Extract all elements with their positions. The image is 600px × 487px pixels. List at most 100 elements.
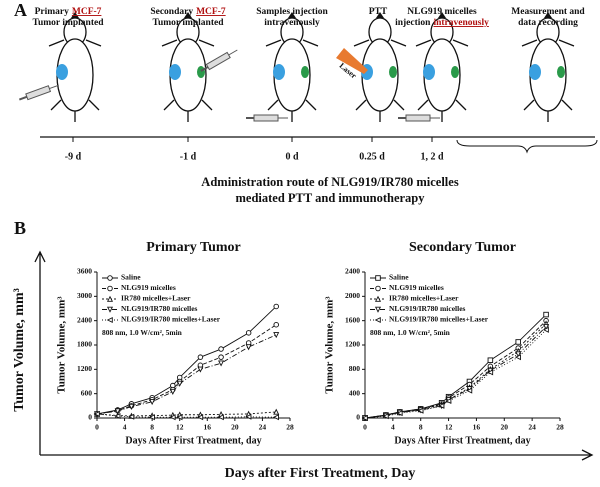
data-point (169, 388, 176, 395)
series-line (364, 329, 547, 419)
legend-label: NLG919 micelles (389, 283, 444, 292)
x-tick-label: 20 (501, 423, 509, 432)
x-tick-label: 8 (419, 423, 423, 432)
step-text: Tumor implanted (32, 18, 104, 28)
brace (456, 139, 598, 154)
y-tick-label: 400 (349, 388, 361, 397)
data-point (272, 414, 279, 421)
step-label: Tumor implanted (152, 18, 224, 28)
series-line (364, 320, 547, 419)
y-axis-label: Tumor Volume, mm³ (324, 296, 336, 394)
legend-label: Saline (121, 273, 141, 282)
series-line (364, 323, 547, 419)
x-arrow (40, 449, 594, 461)
y-tick-label: 1800 (77, 340, 92, 349)
step-label: Samples injection (256, 7, 328, 17)
data-point (273, 332, 280, 339)
step-text: Tumor implanted (152, 18, 224, 28)
day-label: 0.25 d (359, 151, 385, 162)
y-tick-label: 2400 (345, 267, 360, 276)
data-point (176, 380, 183, 387)
data-point (396, 410, 403, 417)
step-text: injection (395, 18, 431, 28)
legend-marker (107, 285, 113, 292)
step-label: Tumor implanted (32, 18, 104, 28)
legend-label: NLG919/IR780 micelles (389, 304, 466, 313)
y-tick-label: 2400 (77, 315, 92, 324)
y-tick-label: 3600 (77, 267, 92, 276)
data-point (273, 321, 279, 328)
x-tick-label: 4 (391, 423, 395, 432)
y-tick-label: 1200 (77, 364, 92, 373)
x-axis-label: Days After First Treatment, day (394, 435, 530, 446)
x-tick-label: 0 (363, 423, 367, 432)
legend-marker (106, 316, 113, 324)
series-line (96, 306, 277, 415)
day-label: -9 d (65, 151, 82, 162)
panel-label: B (14, 218, 26, 238)
legend-marker (374, 316, 381, 324)
x-tick-label: 16 (204, 423, 212, 432)
series-line (96, 324, 277, 415)
y-tick-label: 1200 (345, 340, 360, 349)
series-line (96, 334, 277, 415)
annotation: 808 nm, 1.0 W/cm², 5min (370, 328, 451, 337)
data-point (176, 414, 183, 421)
day-label: 0 d (285, 151, 299, 162)
legend-label: NLG919/IR780 micelles+Laser (121, 315, 221, 324)
legend-label: NLG919/IR780 micelles+Laser (389, 315, 489, 324)
legend-marker (374, 306, 382, 313)
step-label: Secondary MCF-7 (150, 7, 226, 17)
series-line (96, 413, 277, 418)
step-text: MCF-7 (196, 7, 226, 17)
legend-label: NLG919 micelles (121, 283, 176, 292)
x-tick-label: 0 (95, 423, 99, 432)
step-label: Primary MCF-7 (35, 7, 102, 17)
x-tick-label: 12 (176, 423, 184, 432)
step-label: PTT (369, 7, 388, 17)
data-point (445, 397, 452, 404)
x-tick-label: 8 (150, 423, 154, 432)
legend-marker (374, 295, 382, 302)
y-tick-label: 0 (356, 413, 360, 422)
data-point (543, 311, 549, 318)
data-point (218, 346, 224, 352)
data-point (438, 402, 445, 409)
y-arrow (34, 250, 46, 455)
big-xlabel: Days after First Treatment, Day (225, 466, 416, 481)
panel-label: A (14, 0, 27, 20)
x-tick-label: 4 (123, 423, 127, 432)
step-text: NLG919 micelles (407, 7, 477, 17)
x-tick-label: 24 (259, 423, 267, 432)
x-tick-label: 16 (473, 423, 481, 432)
series-line (364, 326, 547, 419)
y-tick-label: 600 (81, 388, 93, 397)
data-point (218, 354, 224, 360)
data-point (543, 324, 550, 331)
y-tick-label: 2000 (345, 291, 360, 300)
data-point (114, 408, 121, 415)
legend-marker (107, 275, 113, 281)
data-point (149, 399, 156, 406)
step-label: NLG919 micelles (407, 7, 477, 17)
data-point (417, 407, 424, 414)
data-point (273, 303, 279, 310)
data-point (197, 414, 204, 421)
data-point (114, 412, 121, 420)
day-label: -1 d (180, 151, 197, 162)
step-text: intravenously (264, 18, 320, 28)
data-point (542, 326, 549, 333)
x-tick-label: 12 (445, 423, 453, 432)
x-axis-label: Days After First Treatment, day (125, 435, 261, 446)
data-point (273, 408, 280, 415)
legend-marker (106, 295, 114, 302)
data-point (128, 403, 135, 410)
x-tick-label: 20 (231, 423, 239, 432)
step-text: Measurement and (511, 7, 585, 17)
legend-label: Saline (389, 273, 409, 282)
step-label: intravenously (264, 18, 320, 28)
annotation: 808 nm, 1.0 W/cm², 5min (102, 328, 183, 337)
step-text: Primary (35, 7, 70, 17)
legend-marker (375, 285, 381, 292)
